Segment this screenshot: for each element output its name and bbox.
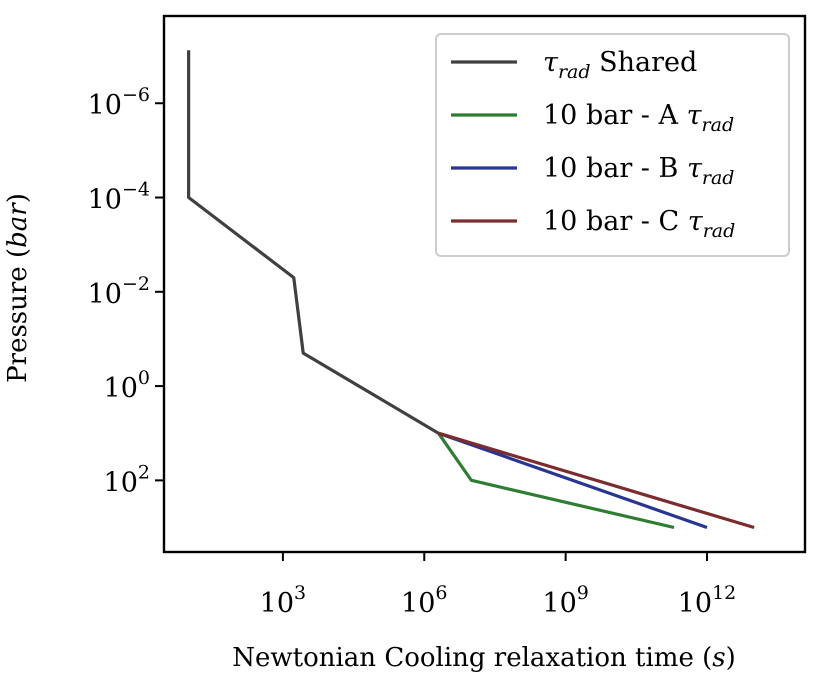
tick-base: 10 [88, 279, 122, 310]
x-axis-ticks: 103 106 109 1012 [260, 552, 737, 619]
legend-label-2: 10 bar - A τrad [543, 100, 734, 136]
y-axis-label: Pressure (bar) [3, 193, 33, 383]
tick-base: 10 [88, 185, 122, 216]
tick-base: 10 [678, 588, 712, 619]
legend-text-part: 10 bar - A [543, 100, 687, 131]
legend-tau: τ [543, 47, 559, 78]
tick-exponent: 9 [577, 582, 589, 604]
tick-base: 10 [104, 467, 138, 498]
legend-label-4: 10 bar - C τrad [543, 206, 735, 242]
x-tick-label-4: 1012 [678, 582, 737, 619]
x-tick-label-2: 106 [401, 582, 447, 619]
legend-tau-subscript: rad [703, 220, 736, 242]
legend-tau-subscript: rad [702, 167, 735, 189]
legend-text-part: 10 bar - B [543, 153, 687, 184]
tick-base: 10 [401, 588, 435, 619]
tick-exponent: −6 [122, 84, 150, 106]
tick-base: 10 [542, 588, 576, 619]
legend-tau-subscript: rad [702, 114, 735, 136]
tick-exponent: −2 [122, 273, 150, 295]
y-tick-label-1: 10−6 [88, 84, 150, 121]
legend-box [435, 33, 790, 257]
tick-exponent: 12 [712, 582, 736, 604]
legend-tau: τ [688, 206, 704, 237]
series-line-2 [437, 432, 675, 530]
legend-tau: τ [687, 100, 703, 131]
y-tick-label-5: 102 [104, 461, 150, 498]
y-tick-label-2: 10−4 [88, 179, 150, 216]
tick-base: 10 [260, 588, 294, 619]
x-tick-label-1: 103 [260, 582, 306, 619]
legend-text-part: Shared [591, 47, 698, 78]
tick-exponent: 6 [435, 582, 447, 604]
tick-exponent: 2 [138, 461, 150, 483]
tick-exponent: 3 [294, 582, 306, 604]
y-tick-label-3: 10−2 [88, 273, 150, 310]
x-axis-label: Newtonian Cooling relaxation time (s) [232, 643, 736, 673]
plot-frame [162, 14, 807, 554]
legend-tau-subscript: rad [558, 61, 591, 83]
series-line-4 [437, 431, 755, 530]
legend-label-1: τrad Shared [543, 47, 697, 83]
series-layer [187, 50, 755, 530]
tick-base: 10 [104, 373, 138, 404]
legend-text-part: 10 bar - C [543, 206, 688, 237]
y-tick-label-4: 100 [104, 367, 150, 404]
series-line-3 [437, 431, 708, 530]
legend-tau: τ [687, 153, 703, 184]
x-tick-label-3: 109 [542, 582, 588, 619]
tick-exponent: −4 [122, 179, 150, 201]
series-line-1 [187, 50, 440, 435]
tick-base: 10 [88, 90, 122, 121]
legend-label-3: 10 bar - B τrad [543, 153, 734, 189]
tick-exponent: 0 [138, 367, 150, 389]
